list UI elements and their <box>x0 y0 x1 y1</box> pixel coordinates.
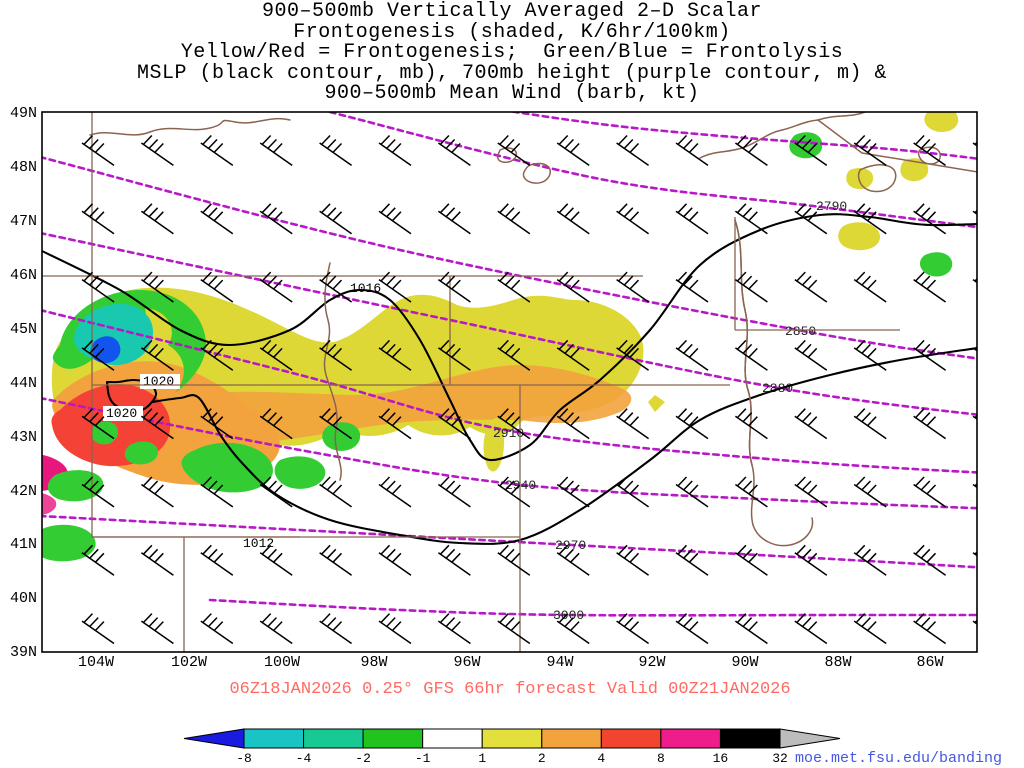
svg-text:102W: 102W <box>171 654 207 671</box>
svg-text:104W: 104W <box>78 654 114 671</box>
svg-text:45N: 45N <box>10 321 37 338</box>
svg-text:43N: 43N <box>10 429 37 446</box>
svg-text:39N: 39N <box>10 644 37 661</box>
svg-text:86W: 86W <box>916 654 943 671</box>
svg-text:94W: 94W <box>546 654 573 671</box>
svg-text:92W: 92W <box>638 654 665 671</box>
svg-text:48N: 48N <box>10 159 37 176</box>
svg-text:42N: 42N <box>10 483 37 500</box>
svg-text:41N: 41N <box>10 536 37 553</box>
svg-text:44N: 44N <box>10 375 37 392</box>
svg-text:46N: 46N <box>10 267 37 284</box>
svg-text:100W: 100W <box>264 654 300 671</box>
svg-text:88W: 88W <box>824 654 851 671</box>
svg-text:96W: 96W <box>453 654 480 671</box>
svg-text:98W: 98W <box>360 654 387 671</box>
svg-text:47N: 47N <box>10 213 37 230</box>
svg-text:90W: 90W <box>731 654 758 671</box>
svg-text:40N: 40N <box>10 590 37 607</box>
svg-text:49N: 49N <box>10 105 37 122</box>
